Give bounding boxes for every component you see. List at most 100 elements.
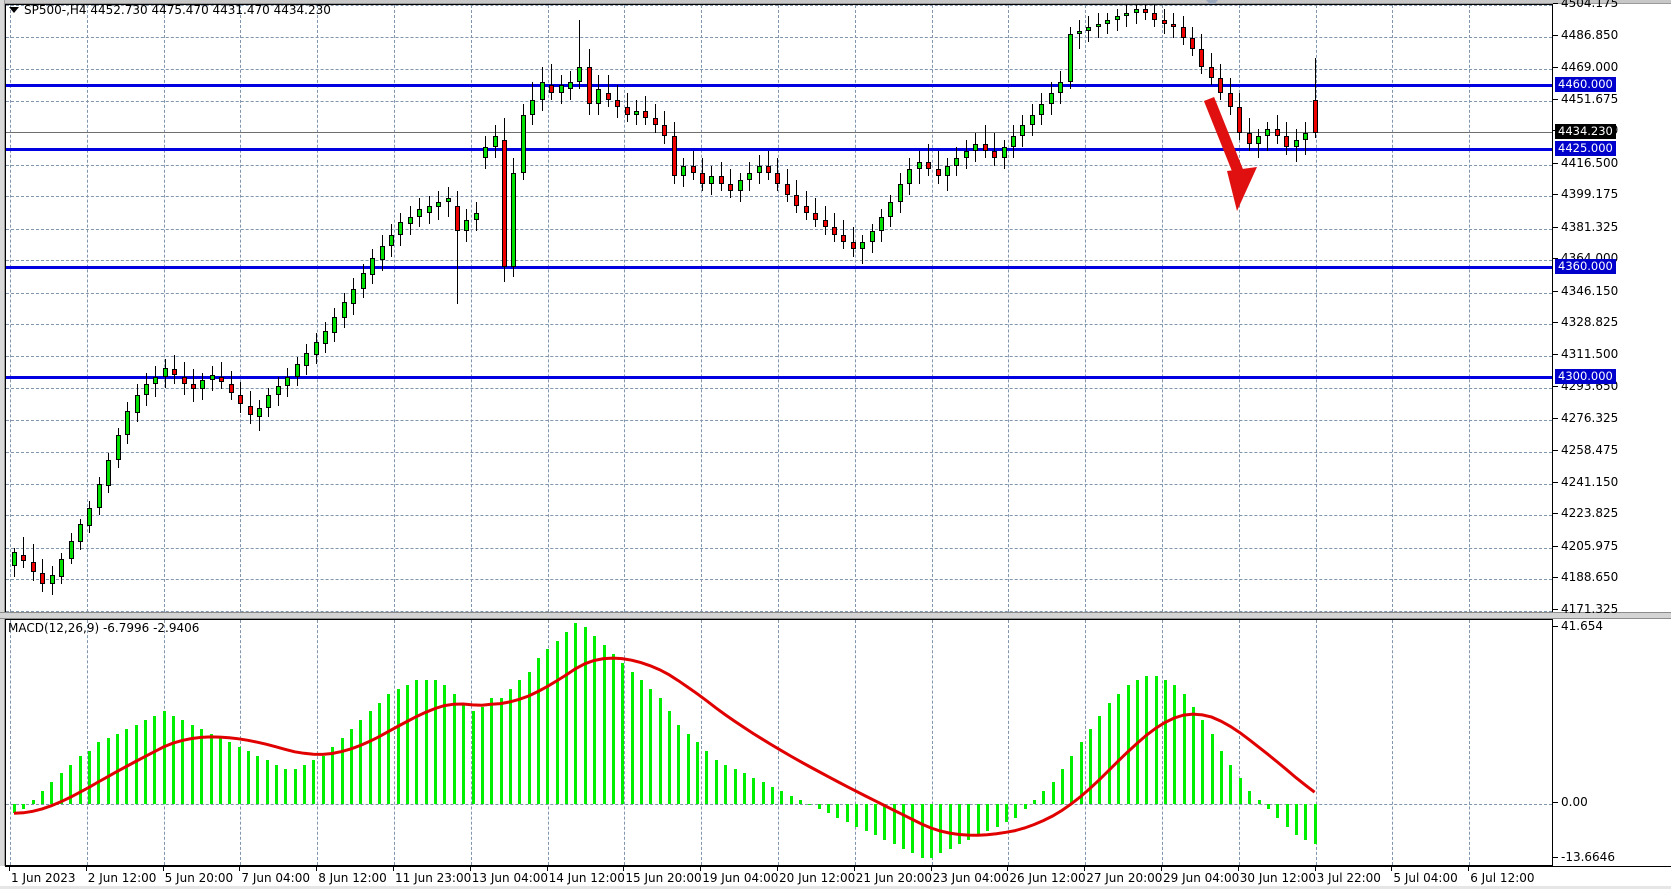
candle-wick — [1107, 12, 1109, 35]
candle-body-bullish — [1303, 132, 1309, 141]
candle — [294, 5, 300, 611]
price-axis[interactable]: 4504.1754486.8504469.0004451.6754434.350… — [1553, 0, 1671, 616]
macd-histogram-bar — [181, 720, 185, 805]
macd-signal-line — [13, 656, 1316, 837]
macd-histogram-bar — [1145, 676, 1149, 805]
candle-body-bearish — [219, 376, 225, 383]
grid-line-vertical — [1008, 5, 1010, 612]
candle — [605, 5, 611, 611]
candle-body-bullish — [1010, 136, 1016, 148]
time-axis-label: 2 Jun 12:00 — [87, 871, 157, 885]
candle-wick — [23, 536, 25, 568]
level-price-label[interactable]: 4460.000 — [1555, 77, 1616, 93]
candle — [1265, 5, 1271, 611]
time-axis-label: 27 Jun 20:00 — [1086, 871, 1163, 885]
candle-body-bearish — [803, 205, 809, 213]
candle-body-bearish — [1284, 136, 1290, 148]
support-resistance-line[interactable] — [6, 148, 1552, 152]
macd-histogram-bar — [508, 689, 512, 805]
candle-body-bullish — [436, 201, 442, 208]
candle — [624, 5, 630, 611]
price-axis-label: 4486.850 — [1561, 27, 1619, 42]
level-price-label[interactable]: 4300.000 — [1555, 368, 1616, 384]
time-axis-tick — [239, 867, 241, 871]
time-axis-tick — [700, 867, 702, 871]
candle — [388, 5, 394, 611]
macd-axis[interactable]: 41.654 0.00 -13.6646 — [1553, 619, 1671, 866]
candle — [681, 5, 687, 611]
macd-chart-pane[interactable] — [5, 619, 1553, 866]
candle-body-bullish — [681, 165, 687, 177]
macd-histogram-bar — [499, 698, 503, 805]
time-axis-tick — [1314, 867, 1316, 871]
candle — [860, 5, 866, 611]
candle-body-bearish — [191, 384, 197, 390]
level-price-label[interactable]: 4425.000 — [1555, 141, 1616, 157]
macd-histogram-bar — [1210, 733, 1214, 805]
time-axis-tick — [469, 867, 471, 871]
candle-body-bearish — [40, 573, 46, 585]
time-axis[interactable]: 1 Jun 2023 2 Jun 12:00 5 Jun 20:00 7 Jun 04… — [5, 866, 1671, 889]
macd-histogram-bar — [471, 711, 475, 805]
tick-mark — [1553, 577, 1558, 579]
candle — [313, 5, 319, 611]
time-axis-label: 11 Jun 23:00 — [395, 871, 472, 885]
candle — [502, 5, 508, 611]
support-resistance-line[interactable] — [6, 266, 1552, 270]
level-price-label[interactable]: 4360.000 — [1555, 259, 1616, 275]
candle-body-bullish — [162, 367, 168, 377]
macd-histogram-bar — [649, 689, 653, 805]
candle-body-bearish — [982, 143, 988, 151]
caret-down-icon[interactable] — [9, 7, 19, 13]
support-resistance-line[interactable] — [6, 375, 1552, 379]
candle-wick — [447, 187, 449, 217]
macd-histogram-bar — [190, 724, 194, 805]
price-axis-label: 4276.325 — [1561, 410, 1619, 425]
time-axis-label: 26 Jun 12:00 — [1009, 871, 1086, 885]
candle — [323, 5, 328, 611]
candle — [699, 5, 705, 611]
tick-mark — [1553, 417, 1558, 419]
candle-wick — [456, 191, 458, 304]
candle-body-bullish — [1133, 8, 1139, 13]
price-axis-label: 4416.500 — [1561, 155, 1619, 170]
macd-histogram-bar — [986, 804, 990, 832]
support-resistance-line[interactable] — [6, 84, 1552, 88]
macd-histogram-bar — [1107, 702, 1111, 805]
candle-body-bullish — [313, 342, 319, 355]
time-axis-tick — [1237, 867, 1239, 871]
price-chart-title: SP500-,H4 4452.730 4475.470 4431.470 443… — [24, 3, 331, 17]
candle-wick — [1314, 58, 1316, 139]
candle-wick — [852, 227, 854, 257]
macd-histogram-bar — [246, 751, 250, 805]
macd-histogram-bar — [1070, 755, 1074, 805]
caret-down-icon[interactable] — [1206, 0, 1218, 7]
candle-body-bullish — [1086, 27, 1092, 31]
candle — [926, 5, 932, 611]
macd-histogram-bar — [1061, 769, 1064, 805]
candle — [1039, 5, 1045, 611]
candle — [1105, 5, 1111, 611]
candle — [351, 5, 357, 611]
candle-body-bearish — [605, 92, 611, 100]
candle-body-bullish — [737, 180, 743, 192]
candle-body-bearish — [841, 234, 847, 242]
macd-histogram-bar — [490, 698, 494, 805]
time-axis-label: 21 Jun 20:00 — [855, 871, 933, 885]
pane-splitter[interactable] — [0, 612, 1671, 619]
candle-body-bearish — [30, 562, 36, 572]
candle-body-bearish — [238, 394, 244, 405]
macd-histogram-bar — [31, 800, 35, 805]
macd-histogram-bar — [864, 804, 868, 832]
candle-body-bearish — [794, 194, 800, 206]
price-chart-pane[interactable] — [5, 4, 1553, 612]
candle-body-bullish — [973, 143, 979, 151]
macd-histogram-bar — [808, 804, 812, 806]
price-axis-label: 4223.825 — [1561, 506, 1619, 521]
candle-body-bearish — [1171, 23, 1177, 28]
candle — [690, 5, 696, 611]
time-axis-label: 1 Jun 2023 — [11, 871, 76, 885]
candle-body-bullish — [1076, 30, 1082, 35]
macd-histogram-bar — [696, 742, 700, 805]
macd-histogram-bar — [611, 653, 615, 805]
